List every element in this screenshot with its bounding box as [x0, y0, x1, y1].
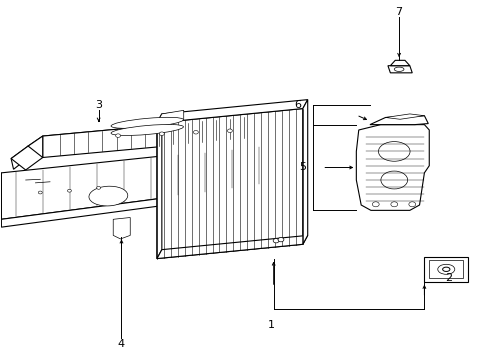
Polygon shape [1, 144, 273, 219]
Polygon shape [302, 100, 307, 244]
Circle shape [390, 202, 397, 207]
Ellipse shape [437, 264, 454, 274]
Circle shape [116, 134, 120, 138]
Circle shape [227, 129, 232, 132]
Polygon shape [424, 257, 467, 282]
Polygon shape [369, 116, 427, 125]
Polygon shape [0, 173, 1, 223]
Polygon shape [273, 144, 283, 191]
Ellipse shape [111, 125, 183, 135]
Circle shape [67, 189, 71, 192]
Polygon shape [356, 125, 428, 210]
Circle shape [273, 239, 279, 243]
Polygon shape [157, 114, 162, 258]
Polygon shape [428, 260, 462, 278]
Polygon shape [28, 116, 264, 146]
Polygon shape [28, 136, 42, 158]
Text: 1: 1 [267, 320, 274, 330]
Polygon shape [157, 235, 307, 258]
Text: 2: 2 [444, 273, 451, 283]
Ellipse shape [393, 67, 403, 71]
Polygon shape [157, 111, 183, 123]
Polygon shape [11, 146, 42, 170]
Circle shape [38, 191, 42, 194]
Ellipse shape [442, 267, 449, 271]
Polygon shape [157, 100, 307, 123]
Polygon shape [389, 60, 409, 66]
Polygon shape [387, 66, 411, 73]
Ellipse shape [111, 117, 183, 129]
Polygon shape [11, 146, 28, 169]
Polygon shape [385, 114, 424, 119]
Text: 5: 5 [299, 162, 305, 172]
Text: 7: 7 [395, 7, 402, 17]
Text: 6: 6 [294, 100, 301, 110]
Polygon shape [42, 116, 264, 157]
Ellipse shape [378, 141, 409, 161]
Text: 4: 4 [118, 339, 125, 348]
Polygon shape [1, 184, 273, 227]
Polygon shape [113, 217, 130, 239]
Ellipse shape [89, 186, 127, 206]
Circle shape [159, 132, 164, 135]
Circle shape [408, 202, 415, 207]
Polygon shape [259, 116, 264, 137]
Polygon shape [28, 126, 259, 158]
Circle shape [193, 130, 198, 134]
Ellipse shape [380, 171, 407, 189]
Circle shape [278, 238, 284, 242]
Polygon shape [157, 109, 302, 258]
Circle shape [372, 202, 378, 207]
Text: 3: 3 [95, 100, 102, 110]
Circle shape [97, 186, 101, 189]
